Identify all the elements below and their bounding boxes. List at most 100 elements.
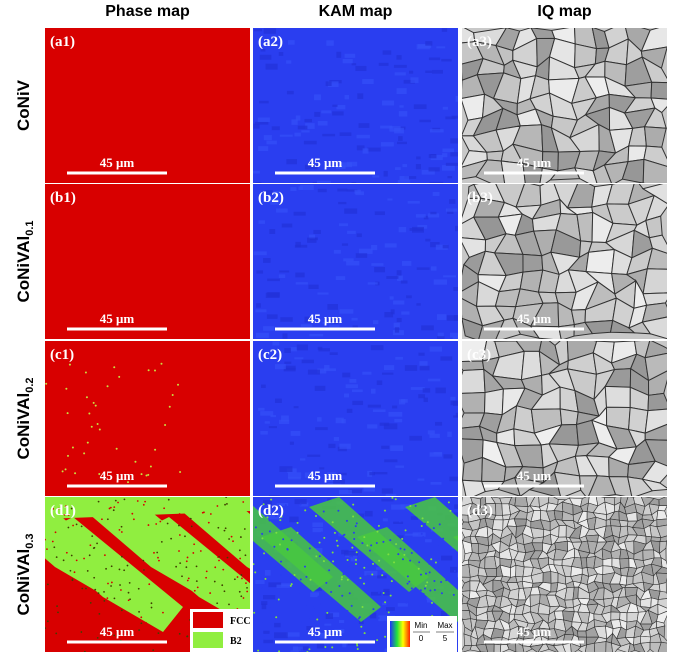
panel-label: (a3): [467, 34, 492, 50]
speckle: [426, 521, 429, 524]
kam-texture: [383, 365, 395, 371]
kam-texture: [394, 72, 406, 76]
speckle: [404, 591, 407, 594]
speckle: [74, 472, 77, 475]
speckle: [239, 557, 242, 560]
map-panel: [45, 184, 250, 339]
speckle: [420, 525, 423, 528]
speckle: [167, 498, 170, 501]
grain: [610, 611, 621, 621]
kam-texture: [364, 570, 378, 576]
grain: [640, 478, 667, 492]
speckle: [369, 587, 372, 590]
speckle: [440, 581, 443, 584]
grain: [621, 158, 645, 183]
kam-texture: [261, 603, 267, 610]
speckle: [345, 519, 348, 522]
kam-texture: [417, 225, 428, 229]
kam-texture: [336, 105, 346, 110]
grain: [553, 559, 563, 566]
speckle: [225, 497, 228, 498]
legend-swatch: [193, 632, 223, 648]
kam-texture: [265, 63, 278, 70]
kam-texture: [425, 70, 433, 73]
speckle: [91, 523, 94, 526]
kam-texture: [449, 566, 458, 573]
speckle: [382, 540, 385, 543]
kam-texture: [304, 316, 311, 323]
speckle: [349, 631, 352, 634]
speckle: [159, 520, 162, 523]
kam-texture: [283, 365, 296, 372]
speckle: [106, 597, 109, 600]
speckle: [270, 498, 273, 501]
speckle: [303, 565, 306, 568]
speckle: [110, 565, 113, 568]
kam-texture: [399, 176, 410, 181]
speckle: [83, 650, 86, 652]
speckle: [98, 472, 101, 475]
grain: [605, 641, 613, 652]
speckle: [387, 611, 390, 614]
kam-texture: [401, 399, 408, 403]
speckle: [335, 539, 338, 542]
speckle: [410, 552, 413, 555]
kam-texture: [310, 592, 320, 598]
kam-texture: [258, 146, 269, 152]
kam-texture: [337, 472, 347, 476]
speckle: [331, 551, 334, 554]
kam-texture: [346, 189, 358, 192]
speckle: [171, 393, 174, 396]
row-label-main: CoNiVAl: [14, 236, 33, 303]
map-panel: [253, 341, 458, 496]
kam-texture: [436, 46, 446, 49]
kam-texture: [371, 244, 378, 251]
colorbar: [390, 621, 410, 647]
speckle: [112, 648, 115, 651]
kam-texture: [256, 303, 261, 308]
speckle: [80, 631, 83, 633]
speckle: [260, 586, 263, 589]
kam-texture: [397, 141, 407, 145]
kam-texture: [323, 368, 336, 372]
grain: [642, 292, 667, 306]
kam-texture: [404, 533, 419, 536]
kam-texture: [312, 522, 324, 528]
speckle: [317, 595, 320, 598]
speckle: [342, 573, 345, 576]
kam-texture: [402, 164, 408, 168]
scale-bar-label: 45 μm: [517, 155, 552, 170]
speckle: [286, 548, 289, 551]
kam-texture: [382, 518, 388, 522]
panel-label: (d3): [467, 503, 493, 519]
kam-texture: [427, 213, 440, 218]
speckle: [315, 555, 318, 558]
speckle: [96, 542, 98, 545]
kam-texture: [356, 233, 362, 238]
speckle: [436, 556, 439, 559]
kam-texture: [396, 88, 407, 95]
grain: [585, 248, 615, 275]
speckle: [296, 521, 299, 524]
kam-texture: [383, 170, 388, 177]
kam-texture: [437, 332, 444, 338]
kam-texture: [441, 28, 448, 32]
speckle: [346, 578, 349, 581]
kam-texture: [271, 126, 280, 131]
speckle: [195, 580, 198, 583]
speckle: [142, 631, 144, 634]
kam-texture: [325, 613, 334, 620]
kam-texture: [322, 133, 336, 137]
kam-texture: [409, 70, 414, 74]
kam-texture: [333, 249, 341, 254]
scale-bar-label: 45 μm: [100, 311, 135, 326]
speckle: [363, 632, 366, 635]
speckle: [424, 587, 427, 590]
kam-texture: [297, 646, 309, 651]
kam-texture: [380, 125, 393, 129]
speckle: [358, 616, 361, 619]
speckle: [178, 632, 181, 635]
kam-texture: [381, 372, 394, 375]
kam-texture: [253, 251, 267, 256]
kam-texture: [419, 365, 430, 371]
